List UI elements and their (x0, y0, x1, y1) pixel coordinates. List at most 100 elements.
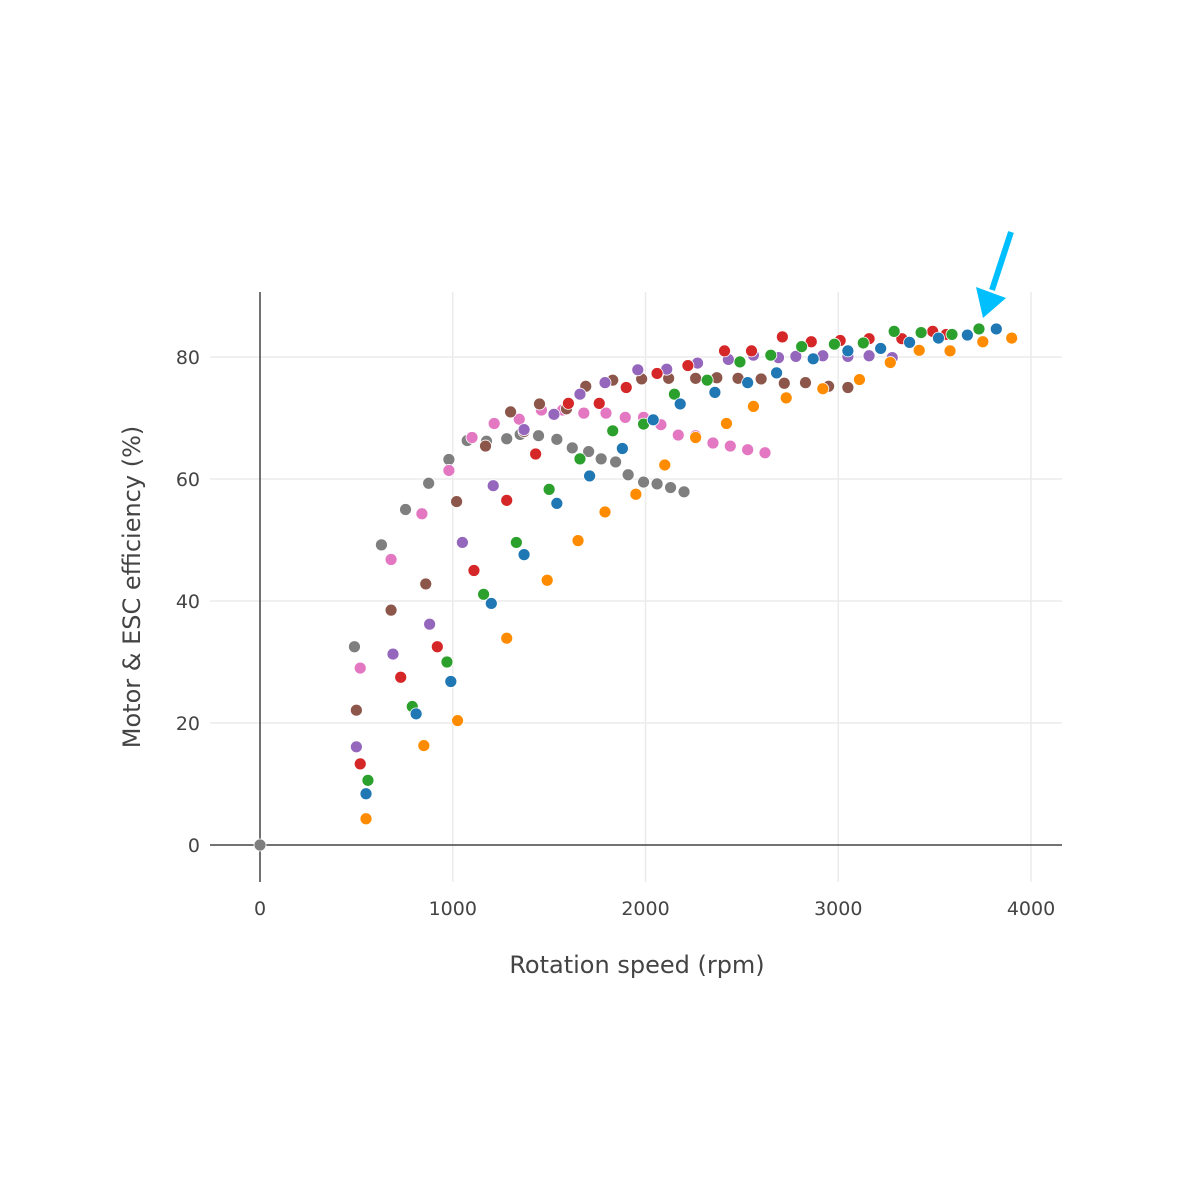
data-point[interactable] (409, 707, 423, 721)
data-point[interactable] (747, 400, 760, 413)
data-point[interactable] (914, 326, 928, 340)
data-point[interactable] (945, 328, 959, 341)
data-point[interactable] (419, 577, 433, 591)
data-point[interactable] (384, 603, 398, 617)
data-point[interactable] (582, 445, 596, 458)
data-point[interactable] (573, 452, 587, 466)
data-point[interactable] (571, 534, 585, 548)
data-point[interactable] (440, 655, 454, 669)
data-point[interactable] (484, 597, 498, 610)
data-point[interactable] (386, 647, 400, 661)
data-point[interactable] (361, 773, 375, 787)
data-point[interactable] (856, 336, 870, 350)
data-point[interactable] (467, 564, 481, 577)
data-point[interactable] (779, 391, 793, 405)
data-point[interactable] (583, 469, 597, 483)
data-point[interactable] (550, 496, 564, 510)
data-point[interactable] (517, 423, 531, 436)
data-point[interactable] (887, 324, 901, 338)
data-point[interactable] (517, 548, 531, 562)
data-point[interactable] (745, 344, 758, 358)
data-point[interactable] (479, 439, 492, 453)
data-point[interactable] (577, 406, 591, 420)
data-point[interactable] (841, 344, 855, 358)
data-point[interactable] (723, 439, 737, 453)
data-point[interactable] (550, 432, 564, 446)
data-point[interactable] (741, 376, 755, 390)
data-point[interactable] (540, 573, 554, 587)
data-point[interactable] (417, 739, 431, 752)
data-point[interactable] (671, 428, 685, 442)
data-point[interactable] (594, 452, 608, 466)
data-point[interactable] (1005, 331, 1019, 345)
data-point[interactable] (664, 481, 677, 494)
data-point[interactable] (598, 376, 612, 390)
data-point[interactable] (972, 322, 986, 336)
data-point[interactable] (883, 356, 897, 369)
data-point[interactable] (609, 455, 623, 469)
data-point[interactable] (455, 536, 469, 549)
data-point[interactable] (500, 631, 514, 645)
data-point[interactable] (758, 446, 772, 460)
data-point[interactable] (775, 330, 789, 344)
data-point[interactable] (359, 812, 373, 826)
data-point[interactable] (827, 337, 841, 351)
data-point[interactable] (733, 355, 747, 369)
data-point[interactable] (353, 661, 367, 675)
data-point[interactable] (841, 381, 855, 394)
data-point[interactable] (500, 432, 514, 446)
data-point[interactable] (799, 376, 812, 390)
data-point[interactable] (415, 507, 429, 521)
data-point[interactable] (677, 485, 691, 499)
data-point[interactable] (668, 387, 681, 401)
data-point[interactable] (465, 431, 479, 444)
data-point[interactable] (592, 396, 606, 410)
data-point[interactable] (573, 387, 587, 401)
data-point[interactable] (777, 376, 791, 390)
data-point[interactable] (629, 487, 643, 501)
data-point[interactable] (989, 322, 1003, 336)
data-point[interactable] (450, 495, 464, 508)
data-point[interactable] (960, 328, 974, 342)
data-point[interactable] (700, 373, 714, 387)
data-point[interactable] (359, 787, 373, 801)
data-point[interactable] (658, 458, 672, 472)
data-point[interactable] (565, 441, 579, 455)
data-point[interactable] (789, 349, 803, 363)
data-point[interactable] (689, 431, 703, 444)
data-point[interactable] (375, 538, 388, 552)
data-point[interactable] (253, 838, 267, 852)
data-point[interactable] (394, 670, 408, 684)
data-point[interactable] (795, 340, 809, 354)
data-point[interactable] (423, 617, 437, 631)
data-point[interactable] (853, 373, 866, 386)
data-point[interactable] (399, 503, 412, 516)
data-point[interactable] (621, 468, 635, 482)
data-point[interactable] (509, 536, 523, 549)
data-point[interactable] (598, 505, 612, 519)
data-point[interactable] (529, 447, 543, 461)
data-point[interactable] (477, 587, 490, 601)
data-point[interactable] (932, 331, 945, 345)
data-point[interactable] (533, 397, 546, 411)
data-point[interactable] (547, 407, 561, 421)
data-point[interactable] (618, 410, 632, 424)
data-point[interactable] (504, 405, 517, 419)
data-point[interactable] (349, 703, 363, 717)
data-point[interactable] (542, 482, 556, 496)
data-point[interactable] (943, 344, 957, 358)
data-point[interactable] (349, 740, 363, 754)
data-point[interactable] (512, 412, 526, 426)
data-point[interactable] (486, 479, 500, 493)
data-point[interactable] (770, 366, 783, 380)
data-point[interactable] (631, 363, 645, 377)
data-point[interactable] (720, 417, 733, 430)
data-point[interactable] (500, 493, 514, 507)
data-point[interactable] (718, 344, 731, 358)
data-point[interactable] (681, 359, 695, 372)
data-point[interactable] (487, 417, 501, 430)
data-point[interactable] (806, 352, 820, 366)
data-point[interactable] (673, 397, 687, 411)
data-point[interactable] (384, 553, 398, 566)
data-point[interactable] (976, 335, 990, 349)
